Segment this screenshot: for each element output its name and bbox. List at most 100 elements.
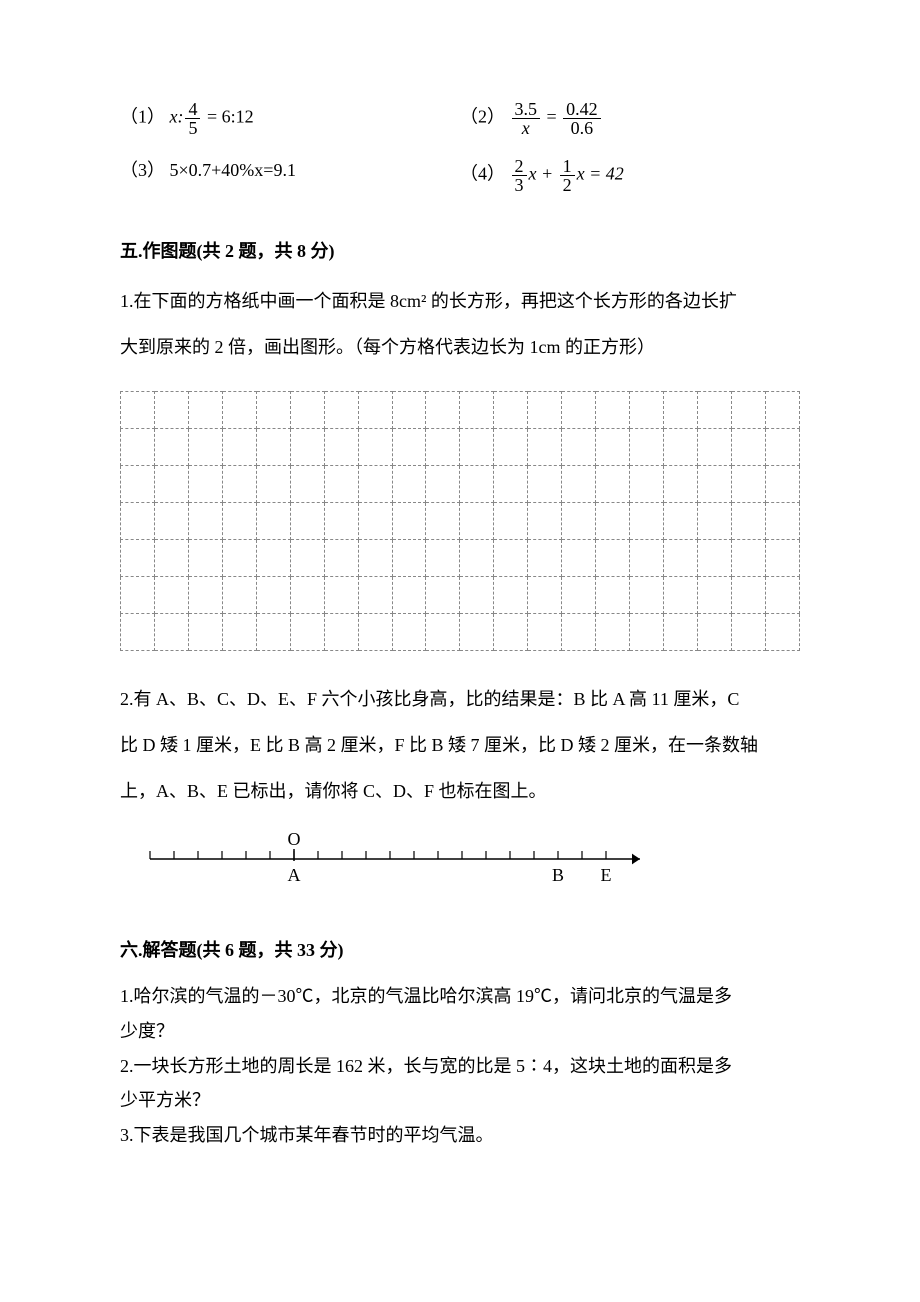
grid-cell — [664, 503, 698, 540]
grid-cell — [256, 540, 290, 577]
eq1-frac: 45 — [185, 100, 200, 137]
dashed-grid — [120, 391, 800, 651]
grid-cell — [731, 466, 765, 503]
grid-cell — [256, 577, 290, 614]
grid-cell — [290, 466, 324, 503]
grid-cell — [426, 392, 460, 429]
grid-cell — [358, 429, 392, 466]
eq4-frac1: 23 — [512, 157, 527, 194]
eq1-frac-num: 4 — [185, 100, 200, 119]
grid-cell — [596, 614, 630, 651]
eq4-f1-num: 2 — [512, 157, 527, 176]
grid-cell — [697, 429, 731, 466]
grid-cell — [664, 577, 698, 614]
grid-cell — [664, 614, 698, 651]
grid-cell — [290, 392, 324, 429]
grid-cell — [731, 540, 765, 577]
grid-cell — [188, 540, 222, 577]
eq2-f1-num: 3.5 — [512, 100, 541, 119]
section5-q2-line1: 2.有 A、B、C、D、E、F 六个小孩比身高，比的结果是：B 比 A 高 11… — [120, 681, 800, 717]
equation-row-1: （1） x:45 = 6:12 （2） 3.5x = 0.420.6 — [120, 100, 800, 137]
eq2-f2-num: 0.42 — [563, 100, 601, 119]
grid-cell — [664, 429, 698, 466]
grid-cell — [426, 614, 460, 651]
grid-cell — [765, 540, 799, 577]
grid-cell — [664, 466, 698, 503]
eq4-f1-den: 3 — [512, 176, 527, 194]
grid-cell — [121, 540, 155, 577]
grid-cell — [765, 614, 799, 651]
grid-cell — [426, 466, 460, 503]
grid-cell — [188, 429, 222, 466]
eq2-f2-den: 0.6 — [563, 119, 601, 137]
grid-cell — [358, 577, 392, 614]
grid-cell — [494, 614, 528, 651]
grid-cell — [222, 466, 256, 503]
grid-cell — [256, 466, 290, 503]
grid-cell — [765, 577, 799, 614]
grid-cell — [630, 466, 664, 503]
grid-cell — [290, 503, 324, 540]
eq2-frac2: 0.420.6 — [563, 100, 601, 137]
grid-cell — [154, 614, 188, 651]
grid-cell — [630, 577, 664, 614]
grid-cell — [562, 466, 596, 503]
svg-text:B: B — [552, 865, 564, 885]
grid-cell — [392, 429, 426, 466]
grid-cell — [630, 429, 664, 466]
grid-cell — [731, 577, 765, 614]
grid-cell — [528, 503, 562, 540]
grid-cell — [222, 392, 256, 429]
grid-cell — [188, 503, 222, 540]
grid-cell — [630, 540, 664, 577]
grid-cell — [222, 503, 256, 540]
grid-cell — [460, 540, 494, 577]
section6-q3: 3.下表是我国几个城市某年春节时的平均气温。 — [120, 1121, 800, 1150]
equation-row-2: （3） 5×0.7+40%x=9.1 （4） 23x + 12x = 42 — [120, 157, 800, 194]
grid-cell — [562, 429, 596, 466]
grid-cell — [697, 503, 731, 540]
grid-cell — [697, 540, 731, 577]
eq1-frac-den: 5 — [185, 119, 200, 137]
grid-cell — [494, 392, 528, 429]
grid-cell — [154, 392, 188, 429]
grid-cell — [256, 614, 290, 651]
grid-cell — [664, 540, 698, 577]
grid-cell — [765, 429, 799, 466]
section5-q1-line2: 大到原来的 2 倍，画出图形。（每个方格代表边长为 1cm 的正方形） — [120, 329, 800, 365]
grid-cell — [731, 392, 765, 429]
equation-3: （3） 5×0.7+40%x=9.1 — [120, 157, 460, 194]
section6-q1-line1: 1.哈尔滨的气温的－30℃，北京的气温比哈尔滨高 19℃，请问北京的气温是多 — [120, 982, 800, 1011]
grid-cell — [528, 466, 562, 503]
grid-cell — [324, 466, 358, 503]
grid-cell — [154, 540, 188, 577]
dashed-grid-container — [120, 391, 800, 651]
eq3-label: （3） — [120, 160, 165, 180]
grid-cell — [426, 503, 460, 540]
grid-cell — [121, 503, 155, 540]
grid-cell — [562, 540, 596, 577]
grid-cell — [324, 392, 358, 429]
grid-cell — [494, 429, 528, 466]
grid-cell — [324, 429, 358, 466]
grid-cell — [562, 503, 596, 540]
section5-title: 五.作图题(共 2 题，共 8 分) — [120, 238, 800, 265]
grid-cell — [392, 466, 426, 503]
eq4-mid1: x + — [529, 164, 558, 184]
equation-1: （1） x:45 = 6:12 — [120, 100, 460, 137]
eq1-prefix: x: — [170, 107, 184, 127]
svg-text:O: O — [288, 829, 301, 849]
grid-cell — [222, 540, 256, 577]
grid-cell — [528, 577, 562, 614]
grid-cell — [494, 577, 528, 614]
eq2-mid: = — [542, 107, 561, 127]
grid-cell — [121, 577, 155, 614]
grid-cell — [494, 540, 528, 577]
grid-cell — [154, 466, 188, 503]
grid-cell — [528, 392, 562, 429]
grid-cell — [154, 503, 188, 540]
section6-q2-line2: 少平方米？ — [120, 1086, 800, 1115]
grid-cell — [697, 466, 731, 503]
grid-cell — [290, 540, 324, 577]
grid-cell — [426, 540, 460, 577]
